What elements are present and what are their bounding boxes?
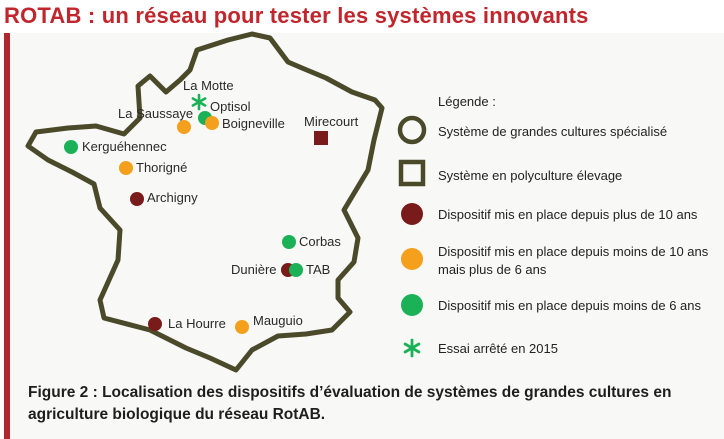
marker-mauguio [235, 320, 249, 334]
marker-la-saussaye [177, 120, 191, 134]
label-archigny: Archigny [147, 190, 198, 205]
site-markers [64, 93, 328, 334]
marker-archigny [130, 192, 144, 206]
label-la-motte: La Motte [183, 78, 234, 93]
marker-boigneville [205, 116, 219, 130]
label-corbas: Corbas [299, 234, 341, 249]
france-outline [25, 31, 385, 373]
label-boigneville: Boigneville [222, 116, 285, 131]
label-mirecourt: Mirecourt [304, 114, 359, 129]
marker-thorigne [119, 161, 133, 175]
legend-item-6-10-ans: Dispositif mis en place depuis moins de … [438, 244, 709, 277]
legend-item-grandes-cultures: Système de grandes cultures spécialisé [438, 124, 668, 139]
label-la-hourre: La Hourre [168, 316, 226, 331]
legend-dot-green-icon [401, 294, 423, 316]
marker-la-hourre [148, 317, 162, 331]
label-duniere: Dunière [231, 262, 277, 277]
legend-item-plus-10-ans: Dispositif mis en place depuis plus de 1… [438, 207, 698, 222]
marker-kerguehennec [64, 140, 78, 154]
label-la-saussaye: La Saussaye [118, 106, 194, 121]
marker-corbas [282, 235, 296, 249]
legend-item-moins-6-ans: Dispositif mis en place depuis moins de … [438, 298, 702, 313]
legend-item-essai-arrete: Essai arrêté en 2015 [438, 341, 558, 356]
legend-square-outline-icon [398, 159, 426, 187]
label-optisol: Optisol [210, 99, 251, 114]
legend-dot-dark-red-icon [401, 203, 423, 225]
marker-tab [289, 263, 303, 277]
label-mauguio: Mauguio [253, 313, 303, 328]
page-title: ROTAB : un réseau pour tester les systèm… [4, 3, 589, 28]
legend-title: Légende : [438, 94, 496, 109]
legend-item-polyculture: Système en polyculture élevage [438, 168, 623, 183]
marker-mirecourt [314, 131, 328, 145]
label-tab: TAB [306, 262, 331, 277]
figure-caption: Figure 2 : Localisation des dispositifs … [28, 384, 672, 423]
label-kerguehennec: Kerguéhennec [82, 139, 167, 154]
label-thorigne: Thorigné [136, 160, 188, 175]
legend-asterisk-icon [403, 338, 421, 358]
asterisk-icon [191, 93, 207, 111]
legend-circle-outline-icon [397, 115, 427, 145]
legend-dot-orange-icon [401, 248, 423, 270]
legend-symbols [397, 115, 427, 358]
